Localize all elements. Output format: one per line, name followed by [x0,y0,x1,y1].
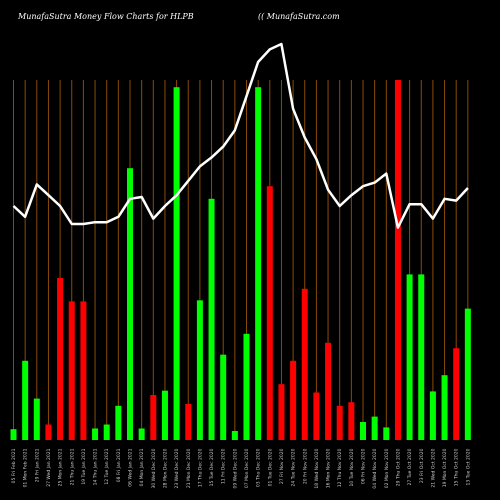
bar-green [127,168,133,440]
bar-red [150,395,157,440]
x-tick-label: 23 Wed Dec 2020 [174,448,180,488]
x-tick-label: 08 Fri Jan 2021 [116,448,122,482]
x-tick-label: 30 Wed Dec 2020 [151,448,157,488]
x-tick-label: 01 Mon Feb 2021 [23,448,29,487]
bar-red [325,342,332,440]
bar-green [173,87,180,440]
x-tick-label: 27 Fri Nov 2020 [279,448,285,484]
x-tick-label: 11 Fri Dec 2020 [221,448,227,484]
x-tick-label: 07 Mon Dec 2020 [244,448,250,488]
x-tick-label: 01 Tue Dec 2020 [267,448,273,486]
bar-red [453,348,460,440]
x-tick-label: 12 Thu Nov 2020 [337,448,343,487]
x-tick-label: 19 Tue Jan 2021 [81,448,87,484]
chart-title: MunafaSutra Money Flow Charts for HLPB [18,12,194,21]
bar-series [10,80,471,440]
bar-red [394,80,401,440]
bar-green [243,333,250,440]
x-tick-label: 29 Fri Jan 2021 [34,448,40,482]
x-tick-label: 04 Mon Jan 2021 [139,448,145,486]
bar-red [80,301,87,440]
x-tick-label: 10 Tue Nov 2020 [349,448,355,486]
bar-green [138,428,145,440]
bar-green [33,398,40,440]
bar-green [231,431,238,440]
bar-green [383,427,390,440]
x-tick-label: 28 Mon Dec 2020 [162,448,168,488]
bar-green [161,390,168,440]
bar-green [115,405,122,440]
bar-red [313,392,320,440]
bar-green [10,429,17,440]
bar-red [301,288,308,440]
x-tick-label: 05 Fri Feb 2021 [11,448,17,483]
x-tick-label: 13 Tue Oct 2020 [465,448,471,485]
price-line-series [12,42,469,229]
x-tick-label: 25 Mon Jan 2021 [58,448,64,486]
x-tick-label: 21 Mon Dec 2020 [186,448,192,488]
x-tick-label: 21 Wed Oct 2020 [430,448,436,487]
bar-green [464,308,471,440]
bar-red [57,278,64,440]
bar-green [406,274,413,440]
bar-green [103,424,110,440]
x-tick-label: 23 Fri Oct 2020 [419,448,425,483]
bar-green [255,87,262,440]
bar-green [196,300,203,440]
bar-red [290,360,297,440]
bar-green [418,274,425,440]
bar-green [208,198,215,440]
x-tick-label: 04 Wed Nov 2020 [372,448,378,488]
bar-red [185,404,192,440]
x-tick-label: 19 Mon Oct 2020 [442,448,448,487]
x-tick-label: 29 Thu Oct 2020 [395,448,401,486]
x-tick-label: 06 Wed Jan 2021 [128,448,134,486]
x-tick-label: 09 Wed Dec 2020 [232,448,238,488]
x-tick-label: 02 Mon Nov 2020 [384,448,390,488]
x-tick-label: 15 Tue Dec 2020 [209,448,215,486]
x-tick-label: 03 Thu Dec 2020 [256,448,262,487]
x-tick-label: 24 Tue Nov 2020 [291,448,297,486]
site-credit: (( MunafaSutra.com [258,12,340,21]
x-tick-label: 18 Wed Nov 2020 [314,448,320,488]
bar-red [266,186,273,440]
x-axis-labels: 05 Fri Feb 2021 01 Mon Feb 2021 29 Fri Jan… [11,448,471,488]
x-tick-label: 27 Wed Jan 2021 [46,448,52,486]
bar-green [441,375,448,440]
bar-green [429,391,436,440]
bar-green [220,354,227,440]
x-tick-label: 16 Mon Nov 2020 [326,448,332,488]
bar-red [336,405,343,440]
x-tick-label: 14 Thu Jan 2021 [93,448,99,485]
bar-red [278,384,285,440]
bar-green [360,422,366,440]
bar-red [68,301,75,440]
x-tick-label: 17 Thu Dec 2020 [197,448,203,487]
bar-green [371,416,378,440]
bar-red [348,402,355,440]
x-tick-label: 21 Thu Jan 2021 [69,448,75,485]
x-tick-label: 06 Fri Nov 2020 [361,448,367,484]
bar-green [92,428,99,440]
x-tick-label: 20 Fri Nov 2020 [302,448,308,484]
x-tick-label: 27 Tue Oct 2020 [407,448,413,485]
x-tick-label: 12 Tue Jan 2021 [104,448,110,484]
bar-green [22,360,29,440]
x-tick-label: 15 Thu Oct 2020 [454,448,460,486]
bar-red [45,424,52,440]
price-line [12,42,469,229]
